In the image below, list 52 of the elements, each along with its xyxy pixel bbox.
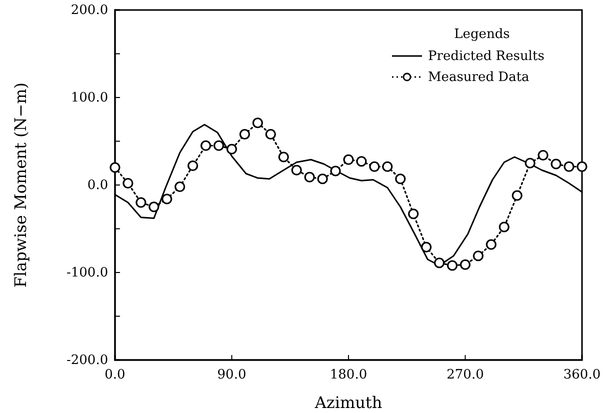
- point: [395, 174, 406, 184]
- point: [304, 172, 315, 182]
- point: [265, 128, 276, 140]
- point: [148, 202, 160, 212]
- point: [213, 140, 224, 151]
- point: [174, 181, 186, 192]
- point: [110, 162, 120, 173]
- point: [162, 194, 172, 204]
- point: [188, 160, 198, 172]
- point: [538, 150, 548, 161]
- legend-label: Measured Data: [428, 70, 530, 85]
- point: [446, 260, 458, 271]
- x-tick-label: 90.0: [217, 368, 246, 383]
- y-tick-label: -200.0: [66, 353, 108, 368]
- point: [550, 158, 562, 170]
- point: [291, 164, 302, 176]
- point: [317, 174, 328, 184]
- legend-label: Predicted Results: [428, 49, 544, 64]
- x-tick-label: 0.0: [104, 368, 126, 383]
- x-tick-label: 270.0: [446, 368, 484, 383]
- point: [356, 156, 367, 167]
- point: [369, 161, 380, 172]
- point: [136, 197, 146, 208]
- point: [252, 118, 263, 128]
- point: [330, 166, 341, 176]
- y-axis-title: Flapwise Moment (N−m): [11, 82, 30, 288]
- point: [343, 154, 354, 165]
- point: [122, 178, 134, 189]
- y-tick-label: 200.0: [70, 3, 108, 18]
- x-tick-label: 360.0: [563, 368, 601, 383]
- point: [421, 242, 432, 252]
- y-tick-label: 0.0: [87, 178, 108, 194]
- point: [512, 190, 522, 201]
- y-tick-label: -100.0: [66, 266, 108, 281]
- point: [278, 152, 289, 162]
- point: [200, 140, 212, 151]
- point: [408, 208, 419, 220]
- point: [524, 158, 536, 168]
- point: [434, 258, 445, 268]
- point: [576, 161, 588, 172]
- point: [226, 144, 238, 154]
- y-tick-label: 100.0: [70, 90, 108, 106]
- point: [382, 161, 393, 172]
- point: [239, 128, 250, 140]
- x-axis-title: Azimuth: [314, 393, 382, 412]
- point: [564, 161, 574, 172]
- point: [486, 239, 496, 250]
- point: [472, 250, 484, 262]
- point: [498, 222, 510, 232]
- point: [460, 259, 471, 270]
- x-tick-label: 180.0: [330, 368, 368, 383]
- legend-title: Legends: [454, 27, 510, 42]
